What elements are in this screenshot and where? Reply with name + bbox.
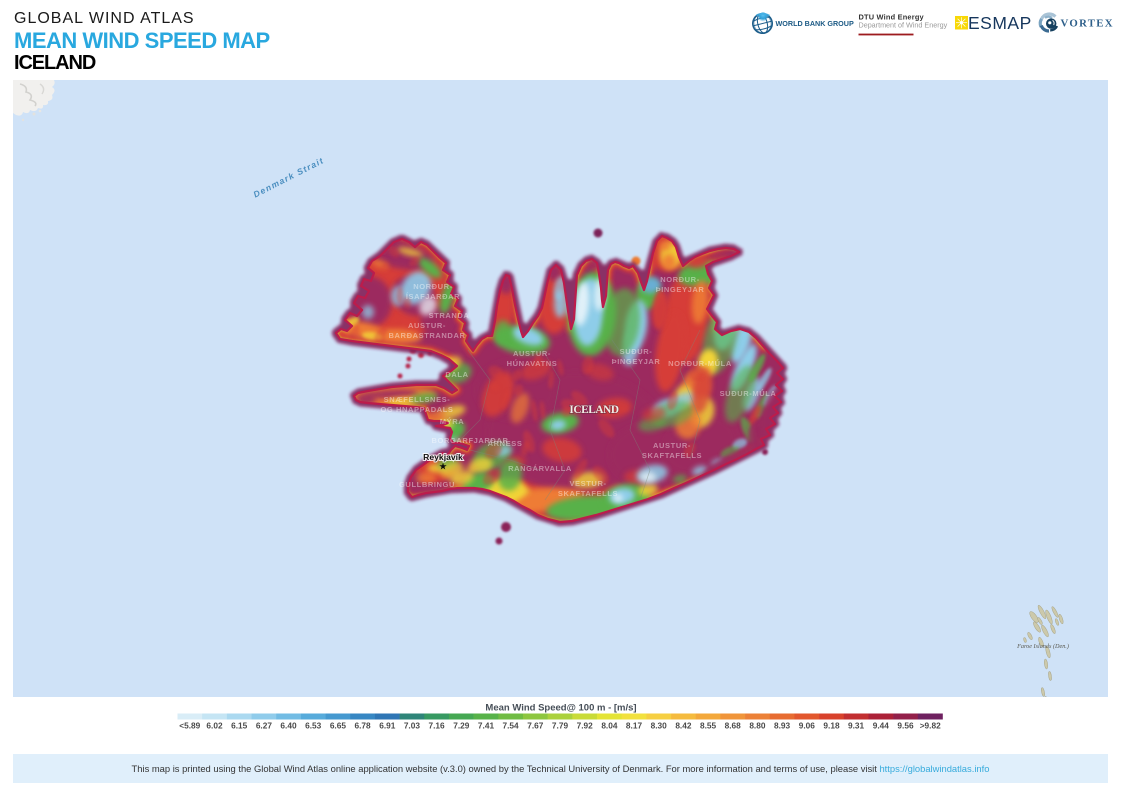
svg-text:7.54: 7.54 — [503, 721, 520, 731]
svg-text:6.27: 6.27 — [256, 721, 273, 731]
svg-text:8.93: 8.93 — [774, 721, 791, 731]
svg-text:9.56: 9.56 — [897, 721, 914, 731]
svg-text:OG HNAPPADALS: OG HNAPPADALS — [380, 405, 453, 414]
svg-text:SKAFTAFELLS: SKAFTAFELLS — [558, 489, 618, 498]
svg-text:ÞINGEYJAR: ÞINGEYJAR — [656, 285, 705, 294]
svg-text:VESTUR-: VESTUR- — [569, 479, 606, 488]
svg-text:ÍSAFJARÐAR: ÍSAFJARÐAR — [406, 292, 460, 301]
svg-text:7.92: 7.92 — [577, 721, 594, 731]
svg-text:6.15: 6.15 — [231, 721, 248, 731]
svg-text:NORÐUR-: NORÐUR- — [660, 275, 700, 284]
svg-text:BORGARFJARÐAR: BORGARFJARÐAR — [432, 436, 509, 445]
svg-text:HÚNAVATNS: HÚNAVATNS — [507, 359, 558, 368]
svg-text:8.68: 8.68 — [725, 721, 742, 731]
svg-text:9.44: 9.44 — [873, 721, 890, 731]
svg-text:8.04: 8.04 — [601, 721, 618, 731]
svg-text:6.91: 6.91 — [379, 721, 396, 731]
svg-text:9.31: 9.31 — [848, 721, 865, 731]
svg-text:SUÐUR-: SUÐUR- — [620, 347, 653, 356]
svg-text:DALA: DALA — [445, 370, 468, 379]
svg-text:7.79: 7.79 — [552, 721, 569, 731]
svg-text:NORÐUR-MÚLA: NORÐUR-MÚLA — [668, 359, 732, 368]
svg-text:ESMAP: ESMAP — [968, 13, 1032, 33]
svg-text:ÁRNESS: ÁRNESS — [488, 439, 523, 448]
svg-text:8.30: 8.30 — [651, 721, 668, 731]
svg-text:RANGÁRVALLA: RANGÁRVALLA — [508, 464, 572, 473]
svg-text:DTU Wind Energy: DTU Wind Energy — [859, 13, 925, 22]
svg-text:8.42: 8.42 — [675, 721, 692, 731]
svg-text:VORTEX: VORTEX — [1061, 18, 1114, 30]
svg-text:6.78: 6.78 — [355, 721, 372, 731]
svg-text:8.80: 8.80 — [749, 721, 766, 731]
svg-text:6.53: 6.53 — [305, 721, 322, 731]
svg-text:BARÐASTRANDAR: BARÐASTRANDAR — [389, 331, 466, 340]
svg-text:7.41: 7.41 — [478, 721, 495, 731]
svg-text:Mean Wind Speed@ 100 m - [m/s]: Mean Wind Speed@ 100 m - [m/s] — [485, 703, 636, 714]
svg-text:8.55: 8.55 — [700, 721, 717, 731]
svg-text:9.06: 9.06 — [799, 721, 816, 731]
svg-text:★: ★ — [439, 462, 448, 473]
svg-text:ÞINGEYJAR: ÞINGEYJAR — [612, 357, 661, 366]
svg-text:AUSTUR-: AUSTUR- — [513, 349, 551, 358]
svg-text:6.65: 6.65 — [330, 721, 347, 731]
svg-text:6.02: 6.02 — [206, 721, 223, 731]
svg-text:Reykjavík: Reykjavík — [423, 452, 463, 462]
svg-text:7.67: 7.67 — [527, 721, 544, 731]
svg-text:WORLD BANK GROUP: WORLD BANK GROUP — [776, 19, 854, 28]
svg-text:<5.89: <5.89 — [179, 721, 200, 731]
svg-text:7.16: 7.16 — [429, 721, 446, 731]
svg-text:Faroe Islands (Den.): Faroe Islands (Den.) — [1016, 643, 1069, 650]
svg-text:Department of Wind Energy: Department of Wind Energy — [859, 21, 948, 30]
svg-text:AUSTUR-: AUSTUR- — [408, 321, 446, 330]
svg-text:8.17: 8.17 — [626, 721, 643, 731]
svg-text:6.40: 6.40 — [280, 721, 297, 731]
svg-text:9.18: 9.18 — [823, 721, 840, 731]
svg-text:7.03: 7.03 — [404, 721, 421, 731]
svg-text:AUSTUR-: AUSTUR- — [653, 441, 691, 450]
svg-text:SKAFTAFELLS: SKAFTAFELLS — [642, 451, 702, 460]
svg-text:NORÐUR-: NORÐUR- — [413, 282, 453, 291]
svg-text:7.29: 7.29 — [453, 721, 470, 731]
svg-text:STRANDA: STRANDA — [429, 311, 470, 320]
svg-text:SUÐUR-MÚLA: SUÐUR-MÚLA — [720, 389, 777, 398]
svg-text:ICELAND: ICELAND — [569, 404, 619, 416]
svg-text:SNÆFELLSNES-: SNÆFELLSNES- — [384, 395, 451, 404]
svg-text:>9.82: >9.82 — [920, 721, 941, 731]
svg-text:GULLBRINGU: GULLBRINGU — [399, 480, 455, 489]
svg-text:MÝRA: MÝRA — [440, 417, 464, 426]
